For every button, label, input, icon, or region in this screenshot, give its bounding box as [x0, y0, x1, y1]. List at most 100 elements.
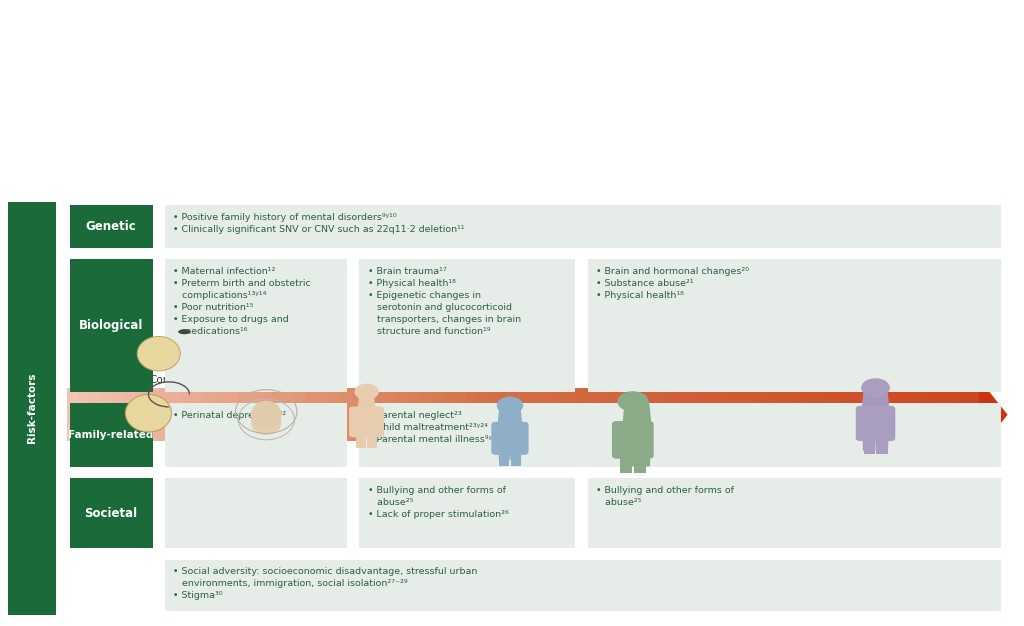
- Polygon shape: [340, 388, 351, 441]
- Polygon shape: [397, 388, 409, 441]
- Polygon shape: [622, 401, 652, 431]
- FancyBboxPatch shape: [634, 451, 646, 473]
- FancyBboxPatch shape: [356, 431, 366, 448]
- FancyBboxPatch shape: [368, 431, 377, 448]
- Polygon shape: [511, 388, 522, 441]
- FancyBboxPatch shape: [70, 478, 153, 548]
- Polygon shape: [568, 388, 580, 441]
- Text: Risk-factors: Risk-factors: [28, 373, 37, 443]
- Text: Genetic: Genetic: [86, 220, 136, 233]
- FancyBboxPatch shape: [165, 478, 347, 548]
- FancyBboxPatch shape: [612, 421, 653, 459]
- Polygon shape: [728, 388, 739, 441]
- Polygon shape: [295, 388, 306, 441]
- Text: • Perinatal depression²²: • Perinatal depression²²: [173, 411, 286, 419]
- Text: Early teens: Early teens: [610, 335, 670, 345]
- FancyBboxPatch shape: [492, 422, 528, 455]
- FancyBboxPatch shape: [359, 478, 575, 548]
- Polygon shape: [522, 388, 535, 441]
- Polygon shape: [158, 388, 169, 441]
- Polygon shape: [169, 388, 180, 441]
- Polygon shape: [797, 388, 808, 441]
- Text: • Bullying and other forms of
   abuse²⁵
• Lack of proper stimulation²⁶: • Bullying and other forms of abuse²⁵ • …: [368, 486, 508, 519]
- Ellipse shape: [137, 337, 180, 371]
- Polygon shape: [546, 388, 557, 441]
- Polygon shape: [351, 388, 364, 441]
- FancyBboxPatch shape: [70, 205, 153, 248]
- Text: puberty): puberty): [617, 375, 663, 385]
- Polygon shape: [466, 388, 477, 441]
- Polygon shape: [979, 379, 1008, 451]
- Polygon shape: [922, 388, 933, 441]
- Polygon shape: [443, 388, 455, 441]
- Polygon shape: [774, 388, 785, 441]
- FancyBboxPatch shape: [588, 259, 1001, 392]
- Ellipse shape: [501, 397, 519, 410]
- Text: • Bullying and other forms of
   abuse²⁵: • Bullying and other forms of abuse²⁵: [596, 486, 734, 507]
- Polygon shape: [682, 388, 694, 441]
- Polygon shape: [89, 388, 100, 441]
- Polygon shape: [357, 398, 376, 416]
- Polygon shape: [284, 388, 295, 441]
- Ellipse shape: [178, 329, 190, 334]
- Polygon shape: [499, 430, 510, 460]
- Polygon shape: [146, 388, 158, 441]
- Polygon shape: [100, 388, 113, 441]
- FancyBboxPatch shape: [359, 259, 575, 392]
- Polygon shape: [306, 388, 317, 441]
- Polygon shape: [260, 388, 271, 441]
- Text: (including: (including: [614, 355, 666, 365]
- Polygon shape: [510, 430, 521, 460]
- Polygon shape: [488, 388, 500, 441]
- Polygon shape: [830, 388, 842, 441]
- Polygon shape: [386, 388, 397, 441]
- Polygon shape: [865, 388, 877, 441]
- Polygon shape: [910, 388, 922, 441]
- Polygon shape: [113, 388, 124, 441]
- Polygon shape: [876, 416, 889, 451]
- FancyBboxPatch shape: [349, 406, 384, 438]
- FancyBboxPatch shape: [70, 259, 153, 392]
- Polygon shape: [358, 416, 367, 438]
- FancyBboxPatch shape: [359, 403, 1001, 467]
- Text: • Brain and hormonal changes²⁰
• Substance abuse²¹
• Physical health¹⁸: • Brain and hormonal changes²⁰ • Substan…: [596, 267, 749, 300]
- FancyBboxPatch shape: [165, 403, 347, 467]
- Ellipse shape: [359, 391, 374, 401]
- Polygon shape: [238, 388, 249, 441]
- Polygon shape: [717, 388, 728, 441]
- Polygon shape: [477, 388, 488, 441]
- Polygon shape: [785, 388, 797, 441]
- Polygon shape: [420, 388, 431, 441]
- Polygon shape: [500, 388, 511, 441]
- Polygon shape: [637, 431, 650, 466]
- Polygon shape: [375, 388, 386, 441]
- Polygon shape: [580, 388, 591, 441]
- Polygon shape: [706, 388, 717, 441]
- Text: Childhood: Childhood: [490, 375, 544, 385]
- Polygon shape: [762, 388, 774, 441]
- Polygon shape: [862, 416, 876, 451]
- Ellipse shape: [251, 410, 282, 435]
- Polygon shape: [329, 388, 340, 441]
- Polygon shape: [808, 388, 819, 441]
- FancyBboxPatch shape: [588, 478, 1001, 548]
- Polygon shape: [364, 388, 375, 441]
- Text: • Positive family history of mental disorders⁹ʸ¹⁰
• Clinically significant SNV o: • Positive family history of mental diso…: [173, 213, 465, 234]
- Ellipse shape: [251, 401, 282, 429]
- FancyBboxPatch shape: [877, 434, 888, 454]
- Ellipse shape: [617, 391, 648, 412]
- Polygon shape: [671, 388, 682, 441]
- FancyBboxPatch shape: [511, 448, 521, 466]
- Text: Birth: Birth: [361, 375, 386, 385]
- Polygon shape: [877, 388, 888, 441]
- Polygon shape: [637, 388, 648, 441]
- FancyBboxPatch shape: [8, 202, 56, 615]
- Text: • Social adversity: socioeconomic disadvantage, stressful urban
   environments,: • Social adversity: socioeconomic disadv…: [173, 567, 477, 600]
- Polygon shape: [602, 388, 614, 441]
- FancyBboxPatch shape: [620, 451, 632, 473]
- Polygon shape: [945, 388, 956, 441]
- Ellipse shape: [865, 379, 886, 394]
- Text: • Maternal infection¹²
• Preterm birth and obstetric
   complications¹³ʸ¹⁴
• Poo: • Maternal infection¹² • Preterm birth a…: [173, 267, 311, 336]
- Text: Conception: Conception: [150, 375, 209, 385]
- Ellipse shape: [861, 378, 890, 398]
